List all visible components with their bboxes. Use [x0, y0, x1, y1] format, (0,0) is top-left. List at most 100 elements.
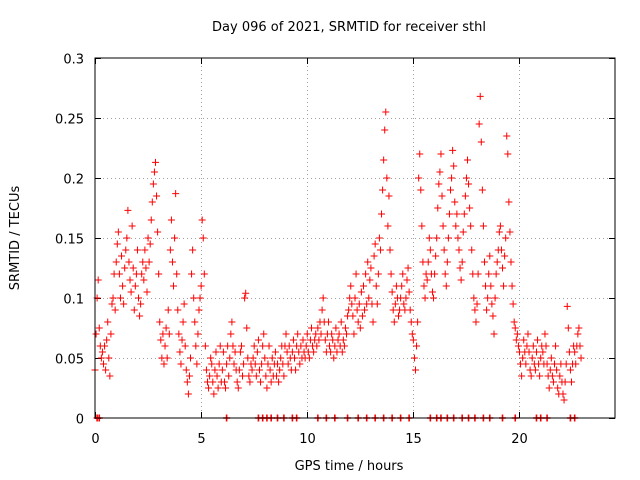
data-point: [389, 306, 397, 314]
data-point: [92, 330, 100, 338]
data-point: [372, 282, 380, 290]
data-point: [195, 306, 203, 314]
data-point: [532, 348, 540, 356]
data-point: [246, 378, 254, 386]
data-point: [484, 294, 492, 302]
data-point: [501, 252, 509, 260]
data-point: [437, 150, 445, 158]
data-point: [543, 360, 551, 368]
data-point: [514, 342, 522, 350]
data-point: [310, 348, 318, 356]
data-point: [478, 186, 486, 194]
data-point: [116, 294, 124, 302]
data-point: [222, 384, 230, 392]
data-point: [179, 318, 187, 326]
data-point: [467, 222, 475, 230]
data-point: [425, 234, 433, 242]
data-point: [163, 354, 171, 362]
data-point: [128, 222, 136, 230]
data-point: [407, 318, 415, 326]
data-point: [406, 306, 414, 314]
data-point: [509, 300, 517, 308]
data-point: [409, 336, 417, 344]
data-point: [361, 306, 369, 314]
data-point: [272, 372, 280, 380]
data-point: [417, 186, 425, 194]
data-point: [475, 120, 483, 128]
data-point: [216, 342, 224, 350]
data-point: [379, 186, 387, 194]
data-point: [318, 306, 326, 314]
data-point: [524, 330, 532, 338]
data-point: [161, 342, 169, 350]
data-point: [556, 372, 564, 380]
y-axis-label: SRMTID / TECUs: [8, 186, 23, 291]
data-point: [102, 366, 110, 374]
data-point: [549, 378, 557, 386]
data-point: [337, 318, 345, 326]
data-point: [208, 360, 216, 368]
data-point: [168, 258, 176, 266]
data-point: [554, 384, 562, 392]
data-point: [211, 366, 219, 374]
data-point: [354, 318, 362, 326]
data-point: [328, 330, 336, 338]
data-point: [172, 190, 180, 198]
data-point: [236, 348, 244, 356]
data-point: [402, 294, 410, 302]
y-tick-label: 0.3: [63, 53, 84, 68]
data-point: [357, 288, 365, 296]
data-point: [382, 108, 390, 116]
data-point: [109, 294, 117, 302]
data-point: [201, 342, 209, 350]
data-point: [560, 396, 568, 404]
data-point: [282, 330, 290, 338]
data-point: [458, 258, 466, 266]
data-point: [324, 318, 332, 326]
data-point: [356, 324, 364, 332]
data-point: [241, 294, 249, 302]
y-tick-label: 0: [76, 413, 84, 428]
data-point: [268, 354, 276, 362]
data-point: [146, 240, 154, 248]
data-point: [576, 342, 584, 350]
data-point: [121, 264, 129, 272]
data-point: [442, 282, 450, 290]
data-point: [188, 270, 196, 278]
data-point: [280, 372, 288, 380]
data-point: [199, 234, 207, 242]
tick-marks: [95, 58, 615, 419]
data-point: [187, 354, 195, 362]
data-point: [249, 354, 257, 362]
data-point: [465, 180, 473, 188]
data-point: [313, 342, 321, 350]
y-tick-labels: 0 0.05 0.1 0.15 0.2 0.25 0.3: [55, 53, 84, 428]
data-point: [266, 366, 274, 374]
data-point: [113, 240, 121, 248]
data-point: [184, 390, 192, 398]
data-point: [340, 342, 348, 350]
x-tick-label: 10: [299, 432, 316, 447]
data-point: [112, 258, 120, 266]
data-point: [205, 384, 213, 392]
data-point: [170, 282, 178, 290]
data-point: [476, 92, 484, 100]
data-point: [253, 348, 261, 356]
data-point: [491, 294, 499, 302]
data-point: [387, 270, 395, 278]
data-point: [457, 276, 465, 284]
data-point: [471, 306, 479, 314]
data-point: [315, 336, 323, 344]
data-point: [227, 330, 235, 338]
data-point: [235, 366, 243, 374]
data-point: [365, 294, 373, 302]
data-point: [173, 270, 181, 278]
y-tick-label: 0.25: [55, 113, 84, 128]
data-point: [233, 378, 241, 386]
data-point: [348, 300, 356, 308]
data-point: [525, 348, 533, 356]
data-point: [265, 342, 273, 350]
data-point: [428, 288, 436, 296]
data-point: [332, 324, 340, 332]
x-tick-labels: 0 5 10 15 20: [91, 432, 527, 447]
